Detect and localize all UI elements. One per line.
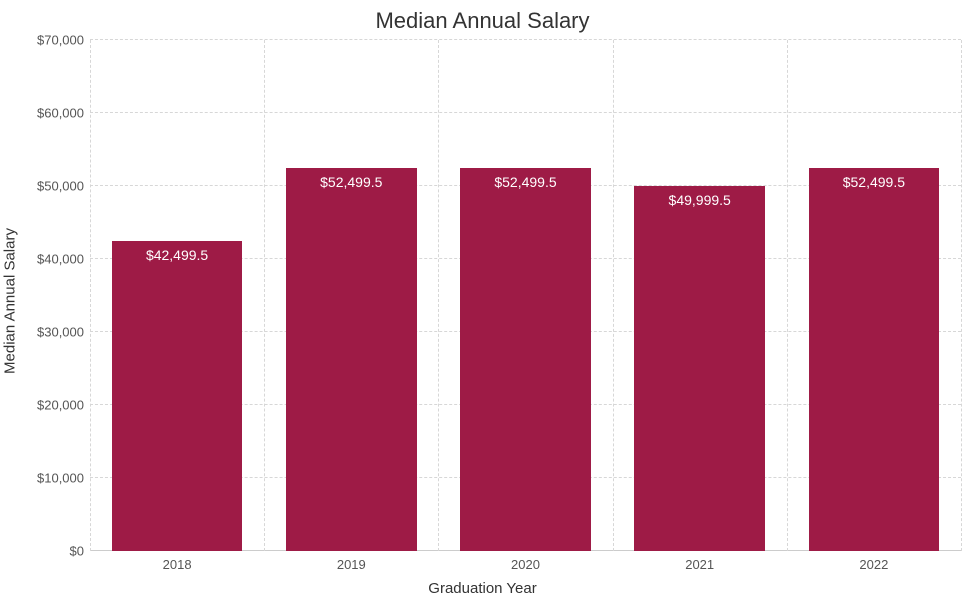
gridline-vertical (961, 40, 962, 551)
gridline-vertical (90, 40, 91, 551)
gridline-horizontal (90, 39, 961, 40)
chart-title: Median Annual Salary (0, 8, 965, 34)
bar-value-label: $52,499.5 (809, 174, 940, 190)
x-tick-label: 2021 (685, 557, 714, 572)
plot-area: $0$10,000$20,000$30,000$40,000$50,000$60… (90, 40, 961, 551)
y-tick-label: $60,000 (37, 106, 84, 121)
gridline-vertical (613, 40, 614, 551)
y-tick-label: $0 (70, 544, 84, 559)
x-axis-label: Graduation Year (0, 580, 965, 597)
y-tick-label: $50,000 (37, 179, 84, 194)
gridline-vertical (264, 40, 265, 551)
y-tick-label: $70,000 (37, 33, 84, 48)
x-tick-label: 2018 (163, 557, 192, 572)
bar-value-label: $49,999.5 (634, 192, 765, 208)
x-tick-label: 2019 (337, 557, 366, 572)
gridline-vertical (787, 40, 788, 551)
bar-value-label: $52,499.5 (460, 174, 591, 190)
y-tick-label: $30,000 (37, 325, 84, 340)
bar: $52,499.5 (809, 168, 940, 551)
y-axis-label: Median Annual Salary (2, 228, 19, 374)
bar: $49,999.5 (634, 186, 765, 551)
bar: $42,499.5 (112, 241, 243, 551)
salary-bar-chart: Median Annual Salary Median Annual Salar… (0, 0, 965, 601)
gridline-vertical (438, 40, 439, 551)
bar-value-label: $42,499.5 (112, 247, 243, 263)
x-tick-label: 2022 (859, 557, 888, 572)
y-tick-label: $40,000 (37, 252, 84, 267)
bar: $52,499.5 (286, 168, 417, 551)
y-tick-label: $20,000 (37, 398, 84, 413)
y-tick-label: $10,000 (37, 471, 84, 486)
x-tick-label: 2020 (511, 557, 540, 572)
bar-value-label: $52,499.5 (286, 174, 417, 190)
bar: $52,499.5 (460, 168, 591, 551)
gridline-horizontal (90, 112, 961, 113)
